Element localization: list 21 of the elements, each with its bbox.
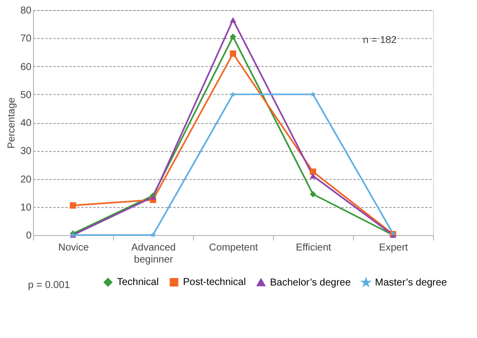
- legend-label: Master’s degree: [375, 278, 448, 289]
- x-tick-label: Competent: [209, 242, 258, 254]
- x-tick-label: Efficient: [296, 242, 332, 254]
- y-tick-label: 30: [20, 146, 32, 158]
- y-tick-label: 60: [20, 62, 32, 73]
- annotation: n = 182: [363, 35, 398, 46]
- legend-label: Technical: [117, 277, 159, 288]
- y-tick-label: 70: [20, 34, 32, 45]
- y-tick-label: 50: [20, 90, 32, 101]
- x-tick-label: Expert: [379, 242, 408, 254]
- y-tick-label: 80: [20, 6, 32, 16]
- y-axis-title: Percentage: [6, 96, 18, 149]
- legend-label: Post-technical: [183, 277, 246, 288]
- legend-label: Bachelor’s degree: [270, 277, 352, 288]
- y-tick-label: 40: [20, 118, 32, 129]
- y-tick-label: 0: [26, 230, 32, 242]
- y-tick-label: 20: [20, 174, 32, 186]
- x-tick-label: Novice: [58, 242, 90, 254]
- text: p = 0.001: [28, 280, 70, 291]
- y-tick-label: 10: [20, 202, 32, 214]
- x-tick-label: Advanced beginner: [131, 242, 176, 266]
